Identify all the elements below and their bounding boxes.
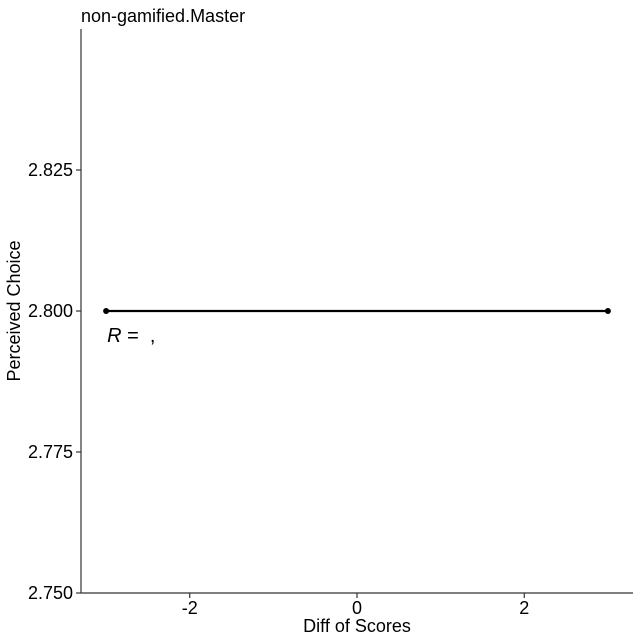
chart-title: non-gamified.Master (81, 6, 245, 26)
correlation-annotation: R = , (107, 325, 155, 347)
y-axis-label: Perceived Choice (4, 240, 24, 381)
x-tick-label: 0 (352, 598, 362, 618)
x-axis-ticks: -2 0 2 (182, 593, 529, 618)
y-tick-label: 2.775 (28, 442, 73, 462)
x-tick-label: 2 (519, 598, 529, 618)
data-point (604, 308, 611, 314)
y-tick-label: 2.800 (28, 301, 73, 321)
y-axis-ticks: 2.750 2.775 2.800 2.825 (28, 160, 81, 603)
y-tick-label: 2.750 (28, 583, 73, 603)
x-axis-label: Diff of Scores (303, 616, 411, 636)
series-layer (103, 308, 611, 314)
annotation-prefix: R (107, 325, 121, 347)
y-tick-label: 2.825 (28, 160, 73, 180)
data-point (103, 308, 110, 314)
x-tick-label: -2 (182, 598, 198, 618)
annotation-text: = , (122, 325, 156, 347)
